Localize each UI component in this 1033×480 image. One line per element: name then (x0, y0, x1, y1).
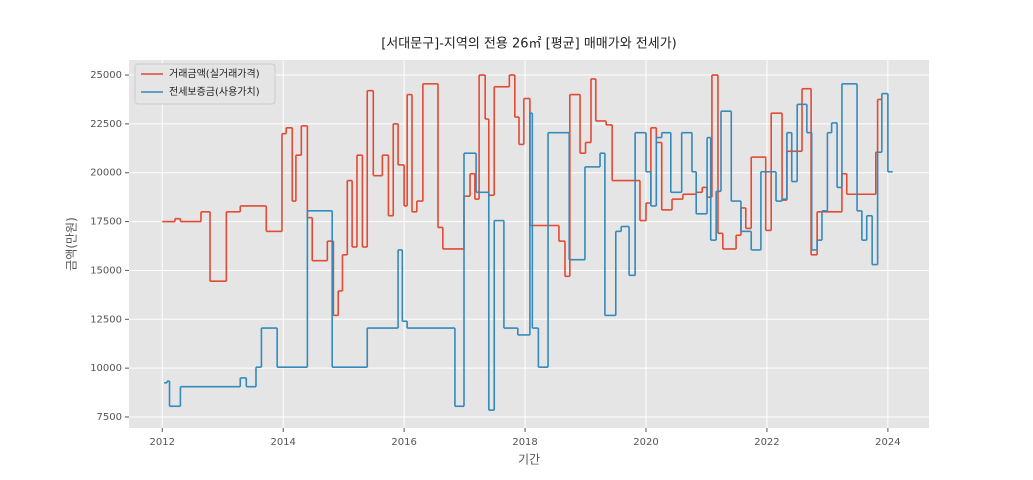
x-tick-label: 2018 (512, 437, 537, 448)
series (162, 74, 893, 411)
y-tick-label: 20000 (90, 168, 122, 179)
legend: 거래금액(실거래가격) 전세보증금(사용가치) (134, 63, 276, 105)
legend-box (134, 63, 276, 105)
x-tick-label: 2020 (633, 437, 658, 448)
chart-title: [서대문구]-지역의 전용 26㎡ [평균] 매매가와 전세가) (381, 37, 677, 52)
y-tick-label: 15000 (90, 265, 122, 276)
x-tick-label: 2014 (270, 437, 295, 448)
y-tick-label: 22500 (90, 119, 122, 130)
x-tick-label: 2012 (150, 437, 175, 448)
grid (125, 60, 929, 432)
x-axis-label: 기간 (518, 453, 540, 467)
legend-label: 거래금액(실거래가격) (169, 67, 260, 80)
plot-area (129, 60, 929, 428)
y-tick-label: 25000 (90, 70, 122, 81)
y-tick-label: 17500 (90, 217, 122, 228)
x-tick-label: 2024 (875, 437, 900, 448)
x-tick-label: 2016 (391, 437, 416, 448)
y-axis-label: 금액(만원) (65, 217, 79, 271)
legend-label: 전세보증금(사용가치) (169, 86, 260, 98)
y-tick-label: 12500 (90, 314, 122, 325)
x-tick-label: 2022 (754, 437, 779, 448)
y-tick-label: 10000 (90, 363, 122, 374)
y-tick-label: 7500 (97, 412, 122, 423)
